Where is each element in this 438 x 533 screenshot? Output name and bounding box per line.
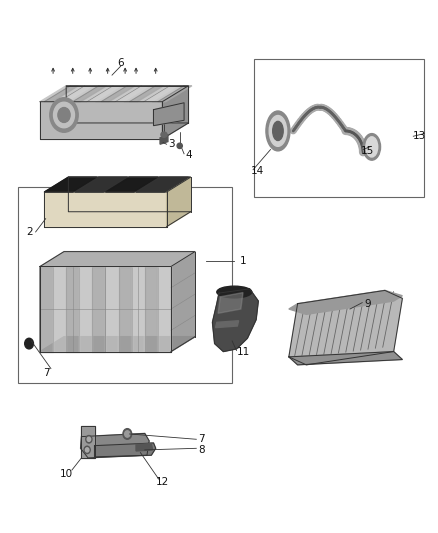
Polygon shape [289, 290, 403, 314]
Text: 11: 11 [237, 346, 250, 357]
Polygon shape [119, 266, 131, 352]
Polygon shape [289, 352, 403, 365]
Ellipse shape [177, 143, 182, 149]
Bar [254, 59, 424, 197]
Ellipse shape [269, 116, 287, 147]
Polygon shape [136, 177, 188, 192]
Polygon shape [81, 426, 95, 458]
Polygon shape [44, 192, 166, 227]
Polygon shape [106, 266, 118, 352]
Bar [18, 187, 232, 383]
Text: 14: 14 [251, 166, 264, 176]
Text: 12: 12 [155, 477, 169, 487]
Text: 10: 10 [60, 469, 73, 479]
Ellipse shape [58, 108, 70, 123]
Ellipse shape [217, 286, 252, 298]
Polygon shape [289, 290, 403, 365]
Polygon shape [40, 252, 195, 266]
Polygon shape [136, 443, 152, 451]
Text: 6: 6 [117, 58, 124, 68]
Text: 7: 7 [198, 434, 205, 445]
Circle shape [85, 448, 89, 452]
Circle shape [84, 446, 90, 454]
Polygon shape [144, 86, 178, 102]
Polygon shape [66, 266, 79, 352]
Polygon shape [40, 266, 171, 352]
Ellipse shape [161, 132, 167, 138]
Text: 4: 4 [185, 150, 192, 160]
Polygon shape [40, 102, 162, 139]
Polygon shape [130, 86, 163, 102]
Polygon shape [75, 177, 127, 192]
Polygon shape [153, 103, 184, 126]
Text: 13: 13 [413, 131, 427, 141]
Polygon shape [44, 86, 78, 102]
Polygon shape [79, 266, 92, 352]
Polygon shape [40, 86, 188, 102]
Polygon shape [53, 266, 66, 352]
Circle shape [25, 338, 33, 349]
Polygon shape [218, 293, 243, 313]
Ellipse shape [266, 111, 290, 151]
Polygon shape [160, 135, 168, 144]
Polygon shape [40, 266, 53, 352]
Ellipse shape [53, 102, 74, 128]
Text: 8: 8 [198, 445, 205, 455]
Polygon shape [87, 86, 121, 102]
Polygon shape [95, 443, 155, 457]
Text: 1: 1 [240, 256, 246, 266]
Polygon shape [73, 86, 107, 102]
Polygon shape [101, 86, 135, 102]
Polygon shape [145, 266, 157, 352]
Polygon shape [81, 433, 149, 458]
Circle shape [123, 429, 132, 439]
Polygon shape [215, 321, 239, 328]
Text: 2: 2 [26, 227, 32, 237]
Polygon shape [132, 266, 145, 352]
Circle shape [125, 431, 130, 437]
Polygon shape [158, 266, 170, 352]
Polygon shape [162, 86, 188, 139]
Polygon shape [171, 252, 195, 352]
Polygon shape [44, 177, 191, 192]
Polygon shape [212, 289, 258, 352]
Circle shape [87, 437, 91, 441]
Polygon shape [92, 266, 105, 352]
Ellipse shape [50, 98, 78, 132]
Text: 9: 9 [364, 298, 371, 309]
Text: 3: 3 [168, 139, 174, 149]
Polygon shape [158, 86, 192, 102]
Polygon shape [106, 177, 158, 192]
Polygon shape [59, 86, 92, 102]
Ellipse shape [273, 122, 283, 141]
Polygon shape [44, 177, 97, 192]
Ellipse shape [363, 134, 381, 160]
Circle shape [86, 435, 92, 443]
Polygon shape [166, 177, 191, 227]
Text: 7: 7 [43, 368, 50, 378]
Polygon shape [115, 86, 149, 102]
Ellipse shape [366, 137, 378, 157]
Polygon shape [40, 337, 195, 352]
Text: 15: 15 [361, 146, 374, 156]
